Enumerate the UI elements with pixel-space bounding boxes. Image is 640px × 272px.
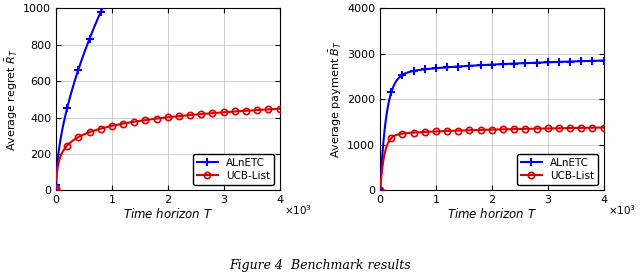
Text: $\times10^3$: $\times10^3$ [284, 204, 312, 217]
X-axis label: Time horizon $T$: Time horizon $T$ [123, 207, 212, 221]
Text: Figure 4  Benchmark results: Figure 4 Benchmark results [229, 259, 411, 272]
Legend: ALnETC, UCB-List: ALnETC, UCB-List [193, 154, 275, 185]
X-axis label: Time horizon $T$: Time horizon $T$ [447, 207, 537, 221]
Text: $\times10^3$: $\times10^3$ [608, 204, 636, 217]
Y-axis label: Average regret $\bar{R}_T$: Average regret $\bar{R}_T$ [4, 48, 20, 151]
Y-axis label: Average payment $\bar{B}_T$: Average payment $\bar{B}_T$ [328, 40, 344, 158]
Legend: ALnETC, UCB-List: ALnETC, UCB-List [516, 154, 598, 185]
